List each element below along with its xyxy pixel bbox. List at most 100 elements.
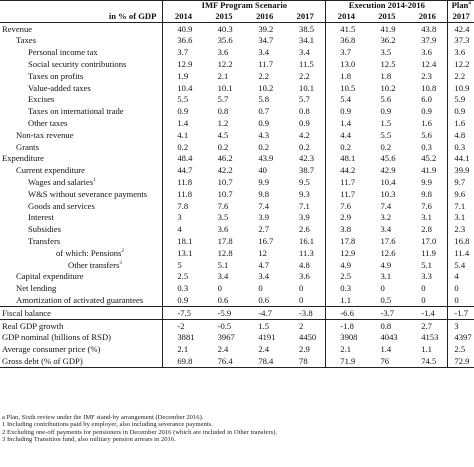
value-cell: 48.4 [162,152,204,165]
value-cell: 10.4 [162,81,204,94]
value-cell: 0 [258,283,263,294]
value-cell: 76.4 [217,355,233,366]
value-cell: 48.1 [325,152,367,165]
row-label: Goods and services [28,200,95,211]
value-cell: 2.6 [299,224,310,235]
year-header: 2017 [296,11,314,22]
value-cell: 4191 [258,332,276,343]
table-body: Revenue 40.9 40.3 39.2 38.5 41.5 41.9 43.8 42.4 T… [0,22,474,368]
value-cell: 0.2 [217,141,229,152]
value-cell: 0.2 [325,140,367,153]
table-row: Taxes 36.6 35.6 34.7 34.1 36.8 36.2 37.9 37.3 [0,34,474,47]
table-row: Wages and salaries1 11.8 10.7 9.9 9.5 11.7 10.… [0,176,474,189]
table-row: Transfers 18.1 17.8 16.7 16.1 17.8 17.6 17.0 16.… [0,235,474,248]
value-cell: 5.5 [162,93,204,106]
year-header: 2015 [215,11,233,22]
value-cell: 2.9 [325,211,367,224]
value-cell: 2.5 [325,270,367,283]
value-cell: 2.3 [447,223,474,236]
value-cell: 12.2 [447,58,474,71]
row-label: Other taxes [28,117,68,128]
value-cell: 4.8 [447,129,474,141]
value-cell: 5.7 [217,94,229,105]
value-cell: 3.7 [162,46,204,59]
value-cell: 38.5 [299,23,315,34]
value-cell: -2 [162,319,204,332]
value-cell: 3.6 [299,271,310,282]
value-cell: 10.3 [380,188,396,199]
value-cell: 4.4 [325,129,367,141]
table-row: Other transfers3 5 5.1 4.7 4.8 4.9 4.9 5.1 5.4 [0,258,474,271]
value-cell: 1.8 [325,70,367,82]
value-cell: 11.7 [325,176,367,189]
row-label: Average consumer price (%) [2,344,101,355]
value-cell: 0.3 [447,140,474,153]
value-cell: 7.6 [217,200,229,211]
value-cell: 9.6 [447,188,474,200]
value-cell: 3.4 [217,271,229,282]
group-header-execution: Execution 2014-2016 [325,0,448,11]
table-row: Non-tax revenue 4.1 4.5 4.3 4.2 4.4 5.5 5.6 4.8 [0,129,474,141]
row-label: Taxes on international trade [28,106,124,117]
table-row: Value-added taxes 10.4 10.1 10.2 10.1 10.5 10.… [0,81,474,94]
value-cell: 3.5 [217,212,229,223]
value-cell: 72.9 [447,355,474,368]
value-cell: 5.5 [380,129,392,140]
value-cell: 3.6 [421,47,432,58]
table-row: Average consumer price (%) 2.1 2.4 2.4 2.9 2.… [0,343,474,356]
value-cell: 76 [380,355,390,366]
table-row: Social security contributions 12.9 12.2 11.… [0,58,474,71]
row-label: Non-tax revenue [16,129,74,140]
table-row: Other taxes 1.4 1.2 0.9 0.9 1.4 1.5 1.6 1.6 [0,117,474,130]
value-cell: 12.9 [325,247,367,259]
value-cell: 9.9 [258,176,270,187]
value-cell: 10.1 [217,82,233,93]
value-cell: 7.1 [299,200,310,211]
row-label: Social security contributions [28,58,127,69]
value-cell: 13.1 [162,247,204,259]
value-cell: 5.4 [325,93,367,106]
value-cell: 74.5 [421,355,437,366]
value-cell: 0.5 [380,294,392,305]
value-cell: 0 [421,283,426,294]
value-cell: 38.7 [299,165,315,176]
value-cell: 11.5 [299,58,314,69]
table-row: Fiscal balance -7.5 -5.9 -4.7 -3.8 -6.6 -3.7 -1… [0,306,474,320]
value-cell: 3.6 [217,224,229,235]
row-label: Excises [28,94,55,105]
value-cell: 9.8 [421,188,432,199]
table-row: Amortization of activated guarantees 0.9 0… [0,294,474,307]
table-row: Taxes on profits 1.9 2.1 2.2 2.2 1.8 1.8 2.3 2.2 [0,70,474,82]
value-cell: 2.5 [447,343,474,356]
value-cell: 46.2 [217,153,233,164]
value-cell: 7.8 [162,199,204,212]
value-cell: 36.8 [325,34,367,47]
value-cell: 10.8 [421,82,437,93]
value-cell: 0 [447,282,474,295]
value-cell: 3.5 [380,47,392,58]
value-cell: 1.4 [162,117,204,130]
value-cell: 4.3 [258,129,270,140]
value-cell: 41.5 [325,22,367,35]
value-cell: 3908 [325,331,367,344]
value-cell: 34.7 [258,35,274,46]
value-cell: 0.9 [162,294,204,307]
value-cell: 0.2 [162,140,204,153]
value-cell: 3967 [217,332,235,343]
value-cell: 3.4 [380,224,392,235]
row-label: Taxes [16,35,36,46]
value-cell: 12.5 [380,58,396,69]
value-cell: 12.9 [162,58,204,71]
table-row: GDP nominal (billions of RSD) 3881 3967 419… [0,331,474,344]
value-cell: 39.2 [258,23,274,34]
value-cell: 10.1 [299,82,315,93]
value-cell: 3.4 [258,47,270,58]
value-cell: 3.2 [380,212,392,223]
value-cell: 17.8 [217,235,233,246]
row-label: Wages and salaries1 [28,176,96,187]
row-label: Current expenditure [16,165,85,176]
value-cell: 2.1 [325,343,367,356]
value-cell: 1.5 [258,320,270,331]
table-row: Current expenditure 44.7 42.2 40 38.7 44.2 42.… [0,164,474,177]
value-cell: -0.5 [217,320,232,331]
